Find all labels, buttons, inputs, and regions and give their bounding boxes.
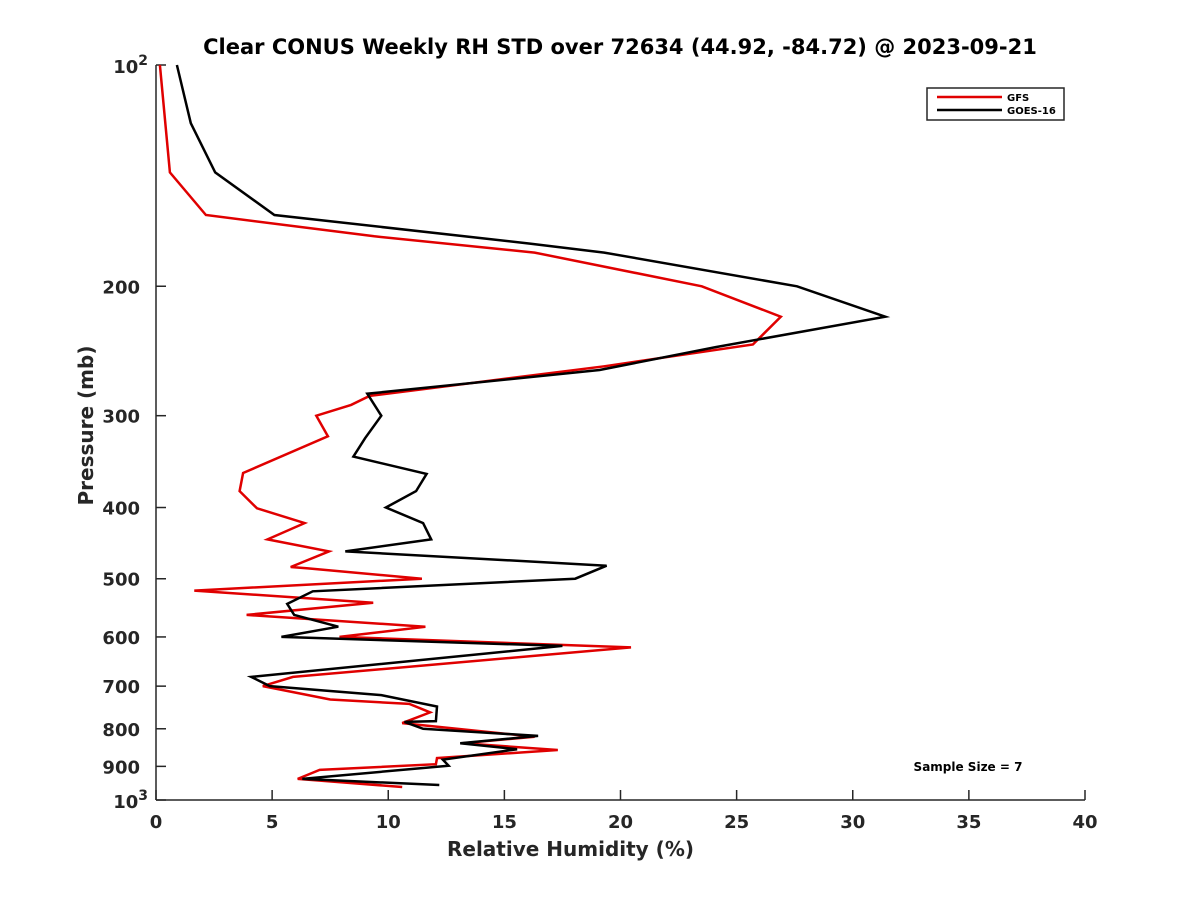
sample-size-annotation: Sample Size = 7 bbox=[914, 760, 1023, 774]
y-tick-label: 300 bbox=[102, 407, 140, 428]
y-tick-label: 500 bbox=[102, 570, 140, 591]
legend-box bbox=[926, 87, 1065, 121]
y-tick-label: 600 bbox=[102, 628, 140, 649]
legend: GFS GOES-16 bbox=[926, 87, 1065, 121]
y-tick-label: 700 bbox=[102, 677, 140, 698]
x-axis-label: Relative Humidity (%) bbox=[447, 837, 694, 861]
x-tick-label: 20 bbox=[608, 812, 633, 833]
x-tick-label: 10 bbox=[376, 812, 401, 833]
series-line-goes16 bbox=[175, 64, 891, 787]
axes: 0 5 10 15 20 25 30 35 40 10220030040050060070080… bbox=[102, 53, 1097, 833]
y-tick-label: 102 bbox=[113, 53, 148, 78]
legend-label-goes16: GOES-16 bbox=[1007, 106, 1056, 117]
y-tick-exponent: 3 bbox=[138, 788, 148, 804]
x-tick-label: 30 bbox=[840, 812, 865, 833]
x-tick-label: 5 bbox=[266, 812, 279, 833]
x-tick-label: 35 bbox=[956, 812, 981, 833]
x-tick-label: 40 bbox=[1072, 812, 1097, 833]
x-tick-label: 0 bbox=[150, 812, 163, 833]
y-tick-label: 900 bbox=[102, 757, 140, 778]
legend-label-gfs: GFS bbox=[1007, 93, 1029, 104]
y-tick-label: 103 bbox=[113, 788, 148, 813]
y-tick-label: 200 bbox=[102, 277, 140, 298]
chart-title: Clear CONUS Weekly RH STD over 72634 (44… bbox=[203, 35, 1037, 59]
series-layer bbox=[158, 64, 891, 789]
y-tick-label: 400 bbox=[102, 499, 140, 520]
y-tick-exponent: 2 bbox=[138, 53, 148, 69]
y-axis-label: Pressure (mb) bbox=[74, 346, 98, 506]
y-tick-base: 10 bbox=[113, 792, 138, 813]
y-tick-base: 10 bbox=[113, 57, 138, 78]
x-tick-label: 25 bbox=[724, 812, 749, 833]
y-tick-label: 800 bbox=[102, 720, 140, 741]
x-tick-label: 15 bbox=[492, 812, 517, 833]
x-ticks: 0 5 10 15 20 25 30 35 40 bbox=[150, 790, 1098, 833]
